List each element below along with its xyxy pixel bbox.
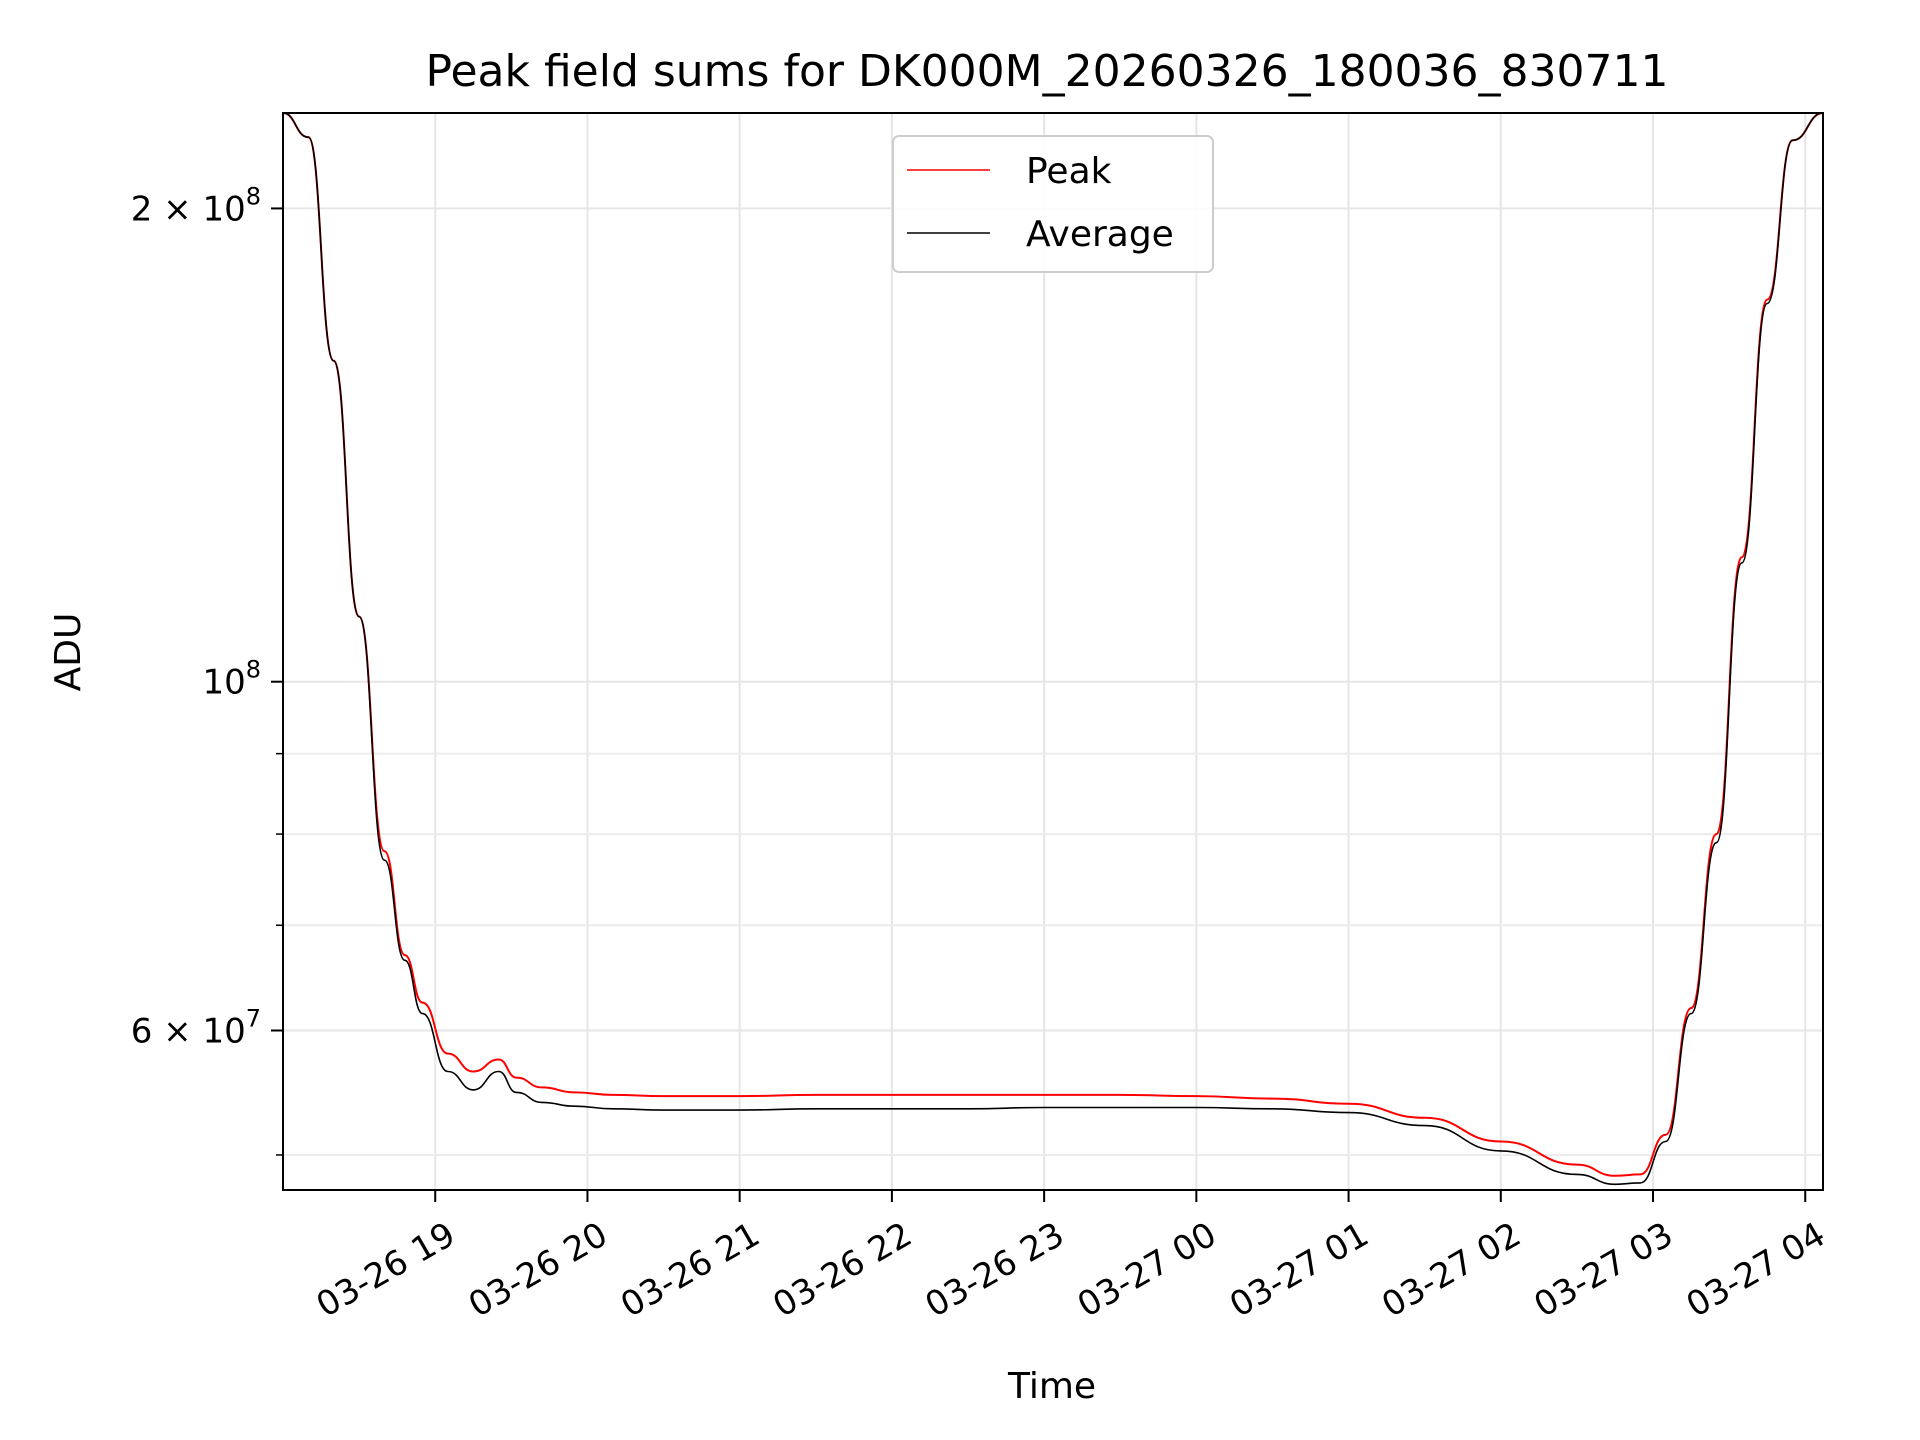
y-tick-label: 2 × 108 bbox=[131, 182, 261, 229]
y-tick-exponent: 8 bbox=[246, 182, 261, 210]
y-tick-base: 6 × 10 bbox=[131, 1011, 246, 1051]
y-tick-exponent: 8 bbox=[246, 656, 261, 684]
legend-label-peak: Peak bbox=[1026, 151, 1112, 192]
chart-title: Peak field sums for DK000M_20260326_1800… bbox=[425, 46, 1668, 97]
series-line-average bbox=[283, 113, 1823, 1186]
plot-area bbox=[283, 113, 1823, 1186]
legend: Peak Average bbox=[892, 135, 1214, 273]
y-tick-base: 2 × 10 bbox=[131, 189, 246, 229]
plot-frame bbox=[282, 112, 1824, 1191]
y-axis-label: ADU bbox=[48, 613, 89, 692]
y-tick-base: 10 bbox=[202, 663, 245, 703]
x-axis-label: Time bbox=[1007, 1366, 1096, 1407]
y-tick-exponent: 7 bbox=[246, 1004, 261, 1032]
y-tick-label: 6 × 107 bbox=[131, 1004, 261, 1051]
y-tick-label: 108 bbox=[202, 656, 261, 703]
legend-label-average: Average bbox=[1026, 214, 1174, 255]
